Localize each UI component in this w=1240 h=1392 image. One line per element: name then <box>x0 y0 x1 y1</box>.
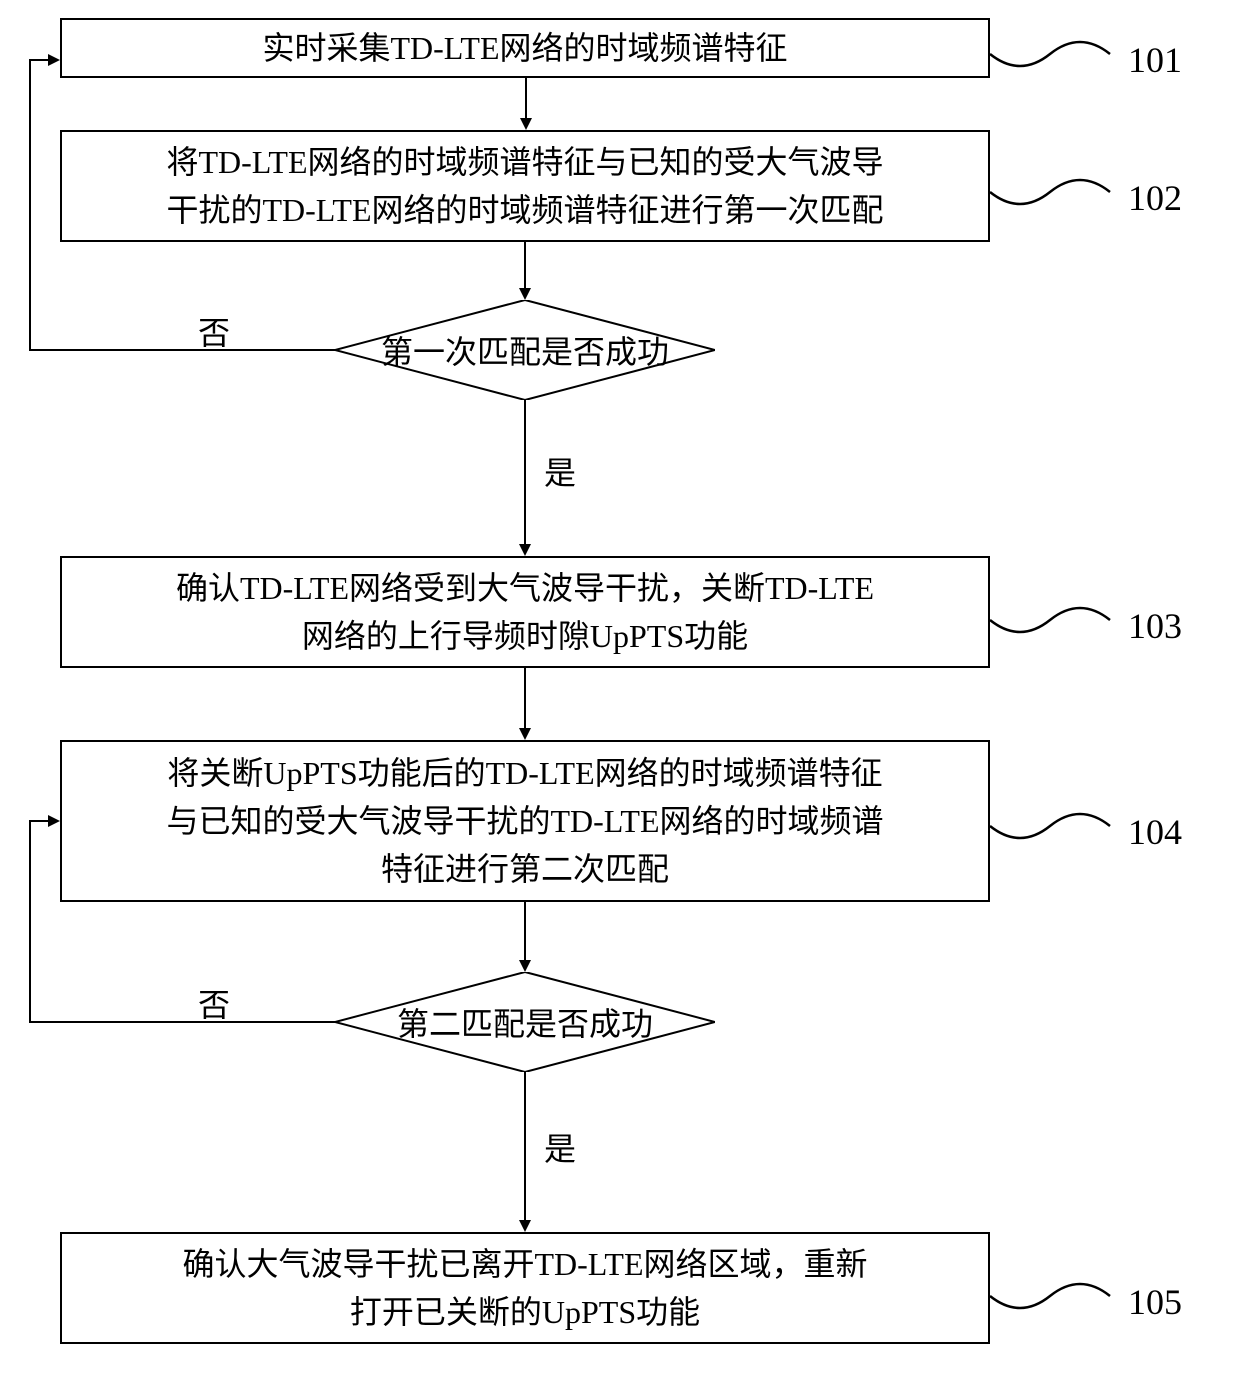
process-box-3: 确认TD-LTE网络受到大气波导干扰，关断TD-LTE 网络的上行导频时隙UpP… <box>60 556 990 668</box>
process-box-5: 确认大气波导干扰已离开TD-LTE网络区域，重新 打开已关断的UpPTS功能 <box>60 1232 990 1344</box>
arrow-b2-d1 <box>519 242 531 300</box>
label-yes-2: 是 <box>544 1124 576 1170</box>
step-102-text: 102 <box>1128 177 1182 219</box>
step-label-103: 103 <box>990 596 1182 656</box>
arrow-b1-b2 <box>520 78 532 130</box>
box1-text: 实时采集TD-LTE网络的时域频谱特征 <box>262 24 787 72</box>
decision-diamond-2: 第二匹配是否成功 <box>335 972 715 1072</box>
box5-line1: 确认大气波导干扰已离开TD-LTE网络区域，重新 <box>182 1240 867 1288</box>
box4-line1: 将关断UpPTS功能后的TD-LTE网络的时域频谱特征 <box>166 749 883 797</box>
step-101-text: 101 <box>1128 39 1182 81</box>
arrow-no1-feedback <box>22 42 335 356</box>
diamond1-text: 第一次匹配是否成功 <box>381 327 669 373</box>
box3-line2: 网络的上行导频时隙UpPTS功能 <box>176 612 874 660</box>
arrow-d1-b3 <box>519 400 531 556</box>
arrow-b3-b4 <box>519 668 531 740</box>
step-label-101: 101 <box>990 30 1182 90</box>
step-label-105: 105 <box>990 1272 1182 1332</box>
step-label-104: 104 <box>990 802 1182 862</box>
step-104-text: 104 <box>1128 811 1182 853</box>
flowchart-container: 实时采集TD-LTE网络的时域频谱特征 将TD-LTE网络的时域频谱特征与已知的… <box>0 0 1240 1392</box>
arrow-b4-d2 <box>519 902 531 972</box>
box5-line2: 打开已关断的UpPTS功能 <box>182 1288 867 1336</box>
box3-line1: 确认TD-LTE网络受到大气波导干扰，关断TD-LTE <box>176 564 874 612</box>
step-103-text: 103 <box>1128 605 1182 647</box>
arrow-no2-feedback <box>22 810 335 1028</box>
decision-diamond-1: 第一次匹配是否成功 <box>335 300 715 400</box>
step-105-text: 105 <box>1128 1281 1182 1323</box>
step-label-102: 102 <box>990 168 1182 228</box>
arrow-d2-b5 <box>519 1072 531 1232</box>
label-yes-1: 是 <box>544 448 576 494</box>
diamond2-text: 第二匹配是否成功 <box>397 999 653 1045</box>
